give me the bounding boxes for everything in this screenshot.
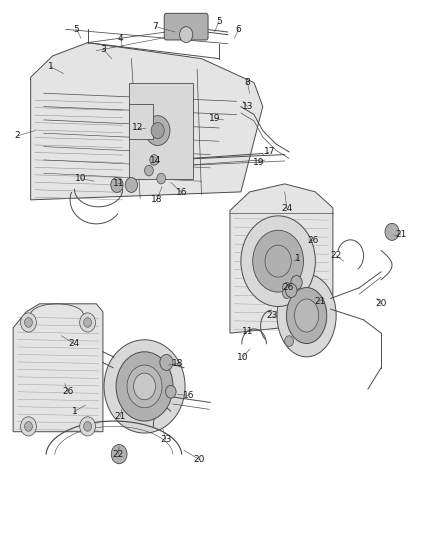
- Circle shape: [25, 422, 32, 431]
- Text: 18: 18: [151, 196, 162, 204]
- Circle shape: [134, 373, 155, 400]
- Text: 2: 2: [15, 132, 20, 140]
- Circle shape: [84, 318, 92, 327]
- Circle shape: [111, 445, 127, 464]
- Circle shape: [286, 284, 297, 297]
- Text: 11: 11: [242, 327, 253, 336]
- Text: 14: 14: [150, 157, 161, 165]
- Text: 21: 21: [395, 230, 406, 239]
- Text: 12: 12: [132, 124, 144, 132]
- Text: 8: 8: [244, 78, 251, 87]
- Text: 1: 1: [71, 407, 78, 416]
- Ellipse shape: [104, 340, 185, 433]
- Text: 10: 10: [75, 174, 87, 183]
- Circle shape: [283, 282, 291, 293]
- Ellipse shape: [286, 287, 327, 343]
- Text: 19: 19: [253, 158, 264, 167]
- Circle shape: [285, 336, 293, 346]
- Text: 20: 20: [375, 300, 387, 308]
- Circle shape: [291, 276, 302, 289]
- Circle shape: [283, 288, 291, 298]
- Polygon shape: [13, 304, 103, 432]
- Circle shape: [25, 318, 32, 327]
- Text: 1: 1: [295, 254, 301, 263]
- Text: 5: 5: [74, 25, 80, 34]
- Text: 24: 24: [281, 205, 293, 213]
- Text: 20: 20: [194, 455, 205, 464]
- Text: 21: 21: [115, 413, 126, 421]
- Text: 21: 21: [314, 297, 325, 305]
- Text: 13: 13: [242, 102, 253, 111]
- FancyBboxPatch shape: [129, 104, 153, 139]
- Text: 22: 22: [331, 252, 342, 260]
- Text: 23: 23: [266, 311, 277, 320]
- Text: 1: 1: [47, 62, 53, 71]
- Text: 18: 18: [172, 359, 183, 368]
- Ellipse shape: [127, 365, 162, 408]
- Text: 19: 19: [209, 114, 220, 123]
- Text: 26: 26: [283, 284, 294, 292]
- Text: 6: 6: [236, 25, 242, 34]
- Circle shape: [180, 27, 193, 43]
- Text: 5: 5: [216, 17, 222, 26]
- Circle shape: [80, 313, 95, 332]
- Circle shape: [160, 354, 173, 370]
- Text: 22: 22: [113, 450, 124, 458]
- Circle shape: [84, 422, 92, 431]
- Circle shape: [166, 385, 176, 398]
- Text: 10: 10: [237, 353, 249, 361]
- Text: 17: 17: [264, 148, 275, 156]
- Text: 7: 7: [152, 22, 159, 31]
- Circle shape: [111, 177, 123, 192]
- Ellipse shape: [277, 274, 336, 357]
- Circle shape: [21, 417, 36, 436]
- Circle shape: [145, 165, 153, 176]
- Text: 26: 26: [307, 237, 319, 245]
- Text: 24: 24: [69, 340, 80, 348]
- Text: 26: 26: [62, 387, 74, 396]
- Polygon shape: [230, 184, 333, 333]
- Circle shape: [253, 230, 304, 292]
- Text: 3: 3: [100, 45, 106, 53]
- Circle shape: [150, 155, 159, 165]
- Ellipse shape: [294, 299, 318, 332]
- Circle shape: [21, 313, 36, 332]
- FancyBboxPatch shape: [164, 13, 208, 40]
- Text: 23: 23: [160, 435, 171, 444]
- Text: 16: 16: [183, 391, 194, 400]
- Circle shape: [80, 417, 95, 436]
- Circle shape: [265, 245, 291, 277]
- Text: 4: 4: [118, 34, 123, 43]
- Circle shape: [241, 216, 315, 306]
- Circle shape: [385, 223, 399, 240]
- Polygon shape: [31, 43, 263, 200]
- Text: 11: 11: [113, 180, 124, 188]
- Ellipse shape: [116, 352, 173, 421]
- FancyBboxPatch shape: [129, 83, 193, 179]
- Circle shape: [125, 177, 138, 192]
- Circle shape: [145, 116, 170, 146]
- Text: 16: 16: [176, 189, 187, 197]
- Circle shape: [151, 123, 164, 139]
- Circle shape: [157, 173, 166, 184]
